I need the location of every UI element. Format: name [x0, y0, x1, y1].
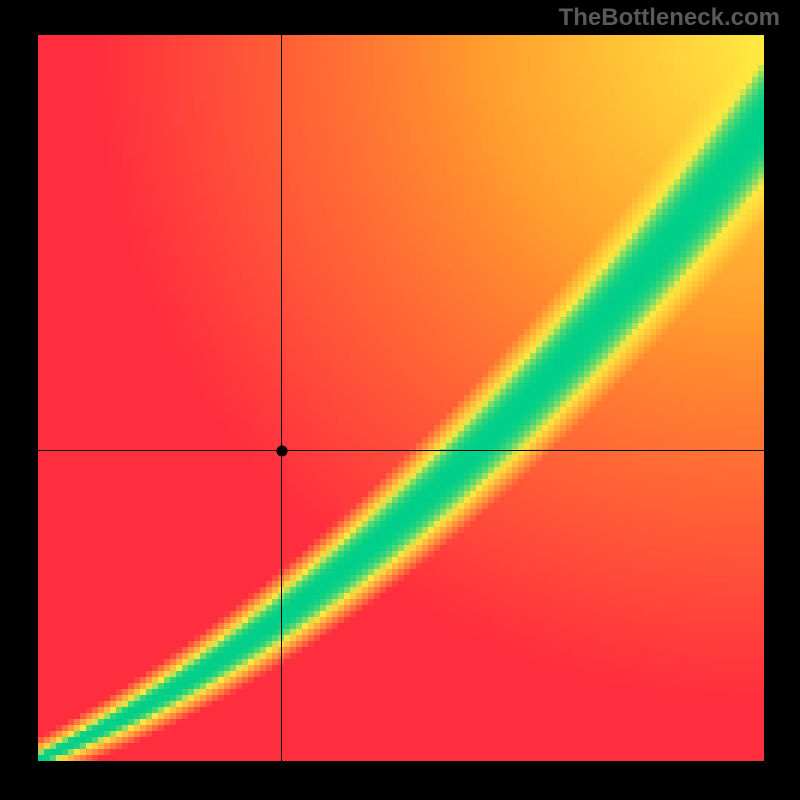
heatmap-canvas: [38, 35, 764, 761]
watermark-text: TheBottleneck.com: [559, 4, 780, 32]
crosshair-marker: [276, 445, 287, 456]
heatmap-plot-area: [38, 35, 764, 761]
crosshair-horizontal: [38, 450, 764, 451]
crosshair-vertical: [281, 35, 282, 761]
